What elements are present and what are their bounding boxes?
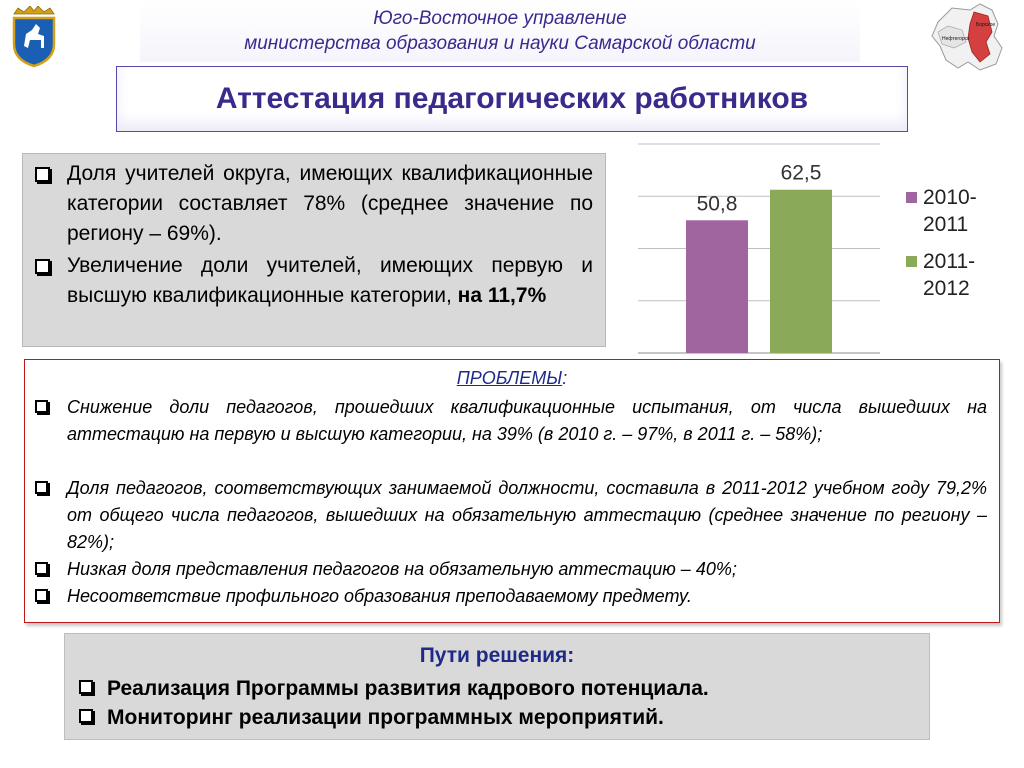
facts-box: Доля учителей округа, имеющих квалификац… — [22, 153, 606, 347]
problem-text: Низкая доля представления педагогов на о… — [67, 559, 737, 579]
checkbox-bullet-icon — [35, 562, 48, 575]
slide-title-box: Аттестация педагогических работников — [116, 66, 908, 132]
checkbox-bullet-icon — [79, 680, 93, 694]
problem-item: Несоответствие профильного образования п… — [35, 583, 987, 610]
problem-item: Низкая доля представления педагогов на о… — [35, 556, 987, 583]
solution-text: Реализация Программы развития кадрового … — [107, 677, 709, 700]
fact-text: Увеличение доли учителей, имеющих первую… — [67, 251, 593, 311]
attestation-bar-chart: 50,8 62,5 2010- 2011 2011- 2012 — [608, 138, 1022, 358]
solutions-box: Пути решения: Реализация Программы разви… — [64, 633, 930, 740]
coat-of-arms-emblem — [8, 5, 60, 68]
fact-item: Доля учителей округа, имеющих квалификац… — [35, 159, 593, 249]
solution-text: Мониторинг реализации программных меропр… — [107, 706, 664, 729]
checkbox-bullet-icon — [35, 481, 48, 494]
checkbox-bullet-icon — [79, 709, 93, 723]
solution-item: Мониторинг реализации программных меропр… — [79, 703, 915, 733]
map-label-borskoe: Борское — [976, 22, 995, 28]
chart-bar-1 — [686, 220, 748, 353]
slide-title: Аттестация педагогических работников — [215, 82, 809, 115]
chart-data-label-2: 62,5 — [781, 162, 822, 185]
checkbox-bullet-icon — [35, 589, 48, 602]
checkbox-bullet-icon — [35, 259, 50, 274]
chart-bar-2 — [770, 189, 832, 353]
checkbox-bullet-icon — [35, 167, 50, 182]
problems-box: ПРОБЛЕМЫ: Снижение доли педагогов, проше… — [24, 359, 1000, 623]
header-line-2: министерства образования и науки Самарск… — [244, 33, 756, 54]
fact-item: Увеличение доли учителей, имеющих первую… — [35, 251, 593, 311]
problem-item: Доля педагогов, соответствующих занимаем… — [35, 475, 987, 556]
chart-legend-label-2-line1: 2011- — [923, 250, 975, 273]
region-map: Борское Нефтегорск — [928, 2, 1008, 74]
problem-item: Снижение доли педагогов, прошедших квали… — [35, 394, 987, 448]
chart-data-label-1: 50,8 — [697, 192, 738, 215]
checkbox-bullet-icon — [35, 400, 48, 413]
chart-legend-label-1-line2: 2011 — [923, 213, 968, 236]
chart-legend-swatch-1 — [906, 192, 917, 203]
solutions-heading: Пути решения: — [419, 644, 575, 667]
solution-item: Реализация Программы развития кадрового … — [79, 674, 915, 704]
problems-heading: ПРОБЛЕМЫ: — [456, 368, 568, 388]
map-label-neftegorsk: Нефтегорск — [942, 36, 970, 42]
problem-text: Несоответствие профильного образования п… — [67, 586, 692, 606]
fact-text: Доля учителей округа, имеющих квалификац… — [67, 162, 593, 245]
chart-legend-swatch-2 — [906, 256, 917, 267]
problem-text: Доля педагогов, соответствующих занимаем… — [67, 478, 987, 552]
header-line-1: Юго-Восточное управление — [373, 8, 627, 29]
organization-header: Юго-Восточное управление министерства об… — [140, 0, 860, 62]
chart-legend-label-1-line1: 2010- — [923, 186, 977, 209]
problem-text: Снижение доли педагогов, прошедших квали… — [67, 397, 987, 444]
fact-text-plain: Увеличение доли учителей, имеющих первую… — [67, 254, 593, 307]
fact-text-emphasis: на 11,7% — [457, 284, 547, 307]
chart-legend-label-2-line2: 2012 — [923, 277, 970, 300]
